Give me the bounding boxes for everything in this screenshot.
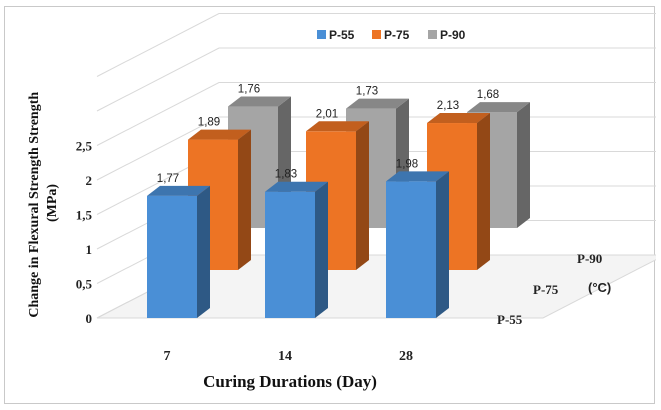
gridline (96, 82, 656, 146)
legend-label: P-90 (440, 28, 466, 42)
category-label: 28 (399, 349, 413, 364)
depth-label: P-90 (577, 251, 602, 266)
y-tick-label: 1 (86, 242, 93, 257)
chart-frame: 0 0,5 1 1,5 2 2,5 1,76 1,73 1,68 1,89 2,01 2,13 1,7… (4, 6, 656, 404)
category-label: 7 (164, 349, 171, 364)
y-tick-label: 0 (86, 311, 93, 326)
bar-top (188, 129, 251, 140)
data-label: 1,77 (157, 173, 179, 185)
bar-top (147, 185, 210, 196)
bar-top (346, 98, 409, 109)
x-axis-title: Curing Durations (Day) (203, 372, 377, 391)
legend-item: P-55 (317, 28, 355, 42)
depth-label: P-55 (497, 312, 523, 327)
legend-swatch (428, 30, 437, 39)
bar-side (238, 129, 251, 270)
legend: P-55 P-75 P-90 (317, 28, 466, 42)
y-tick-label: 2,5 (76, 139, 93, 154)
bar-front (147, 195, 197, 318)
y-tick-label: 1,5 (76, 208, 93, 223)
legend-swatch (317, 30, 326, 39)
y-axis-title: Change in Flexural Strength Strength (MP… (27, 88, 60, 317)
bar-front (386, 181, 436, 318)
bar-P-55-14: 1,83 (265, 169, 328, 318)
bar-P-55-7: 1,77 (147, 173, 210, 318)
bar-top (228, 96, 291, 107)
depth-unit-label: (°C) (588, 280, 611, 295)
bar-top (306, 121, 369, 132)
bar-side (477, 113, 490, 270)
y-tick-label: 0,5 (76, 277, 93, 292)
data-label: 1,68 (477, 89, 499, 101)
bar-top (386, 171, 449, 182)
bar-side (315, 181, 328, 318)
legend-item: P-90 (428, 28, 466, 42)
bar-side (197, 185, 210, 318)
bar-side (517, 102, 530, 228)
bar-P-55-28: 1,98 (386, 158, 449, 318)
legend-label: P-55 (329, 28, 355, 42)
gridline (96, 13, 656, 77)
bar-front (265, 191, 315, 318)
legend-swatch (372, 30, 381, 39)
y-tick-labels: 0 0,5 1 1,5 2 2,5 (76, 139, 93, 327)
depth-labels: P-55 P-75 P-90 (497, 251, 602, 327)
y-tick-label: 2 (86, 173, 93, 188)
data-label: 2,01 (316, 108, 338, 120)
data-label: 2,13 (437, 100, 459, 112)
bar-top (467, 102, 530, 113)
legend-label: P-75 (384, 28, 410, 42)
data-label: 1,89 (198, 117, 220, 129)
legend-item: P-75 (372, 28, 410, 42)
depth-label: P-75 (533, 282, 559, 297)
data-label: 1,76 (238, 84, 260, 96)
bar-top (265, 181, 328, 192)
data-label: 1,73 (356, 86, 378, 98)
category-labels: 7 14 28 (164, 349, 414, 364)
category-label: 14 (278, 349, 292, 364)
chart-svg: 00,511,522,5 1,76 1,73 1,681,892,012,131,7… (27, 13, 656, 391)
data-label: 1,83 (275, 169, 297, 181)
bar-top (427, 113, 490, 124)
bar-side (436, 171, 449, 318)
bars: 1,76 1,73 1,68 1,89 2,01 2,13 1,77 1,83 1,98 (147, 84, 530, 318)
gridline (96, 47, 656, 112)
bar-side (356, 121, 369, 270)
data-label: 1,98 (396, 158, 418, 170)
